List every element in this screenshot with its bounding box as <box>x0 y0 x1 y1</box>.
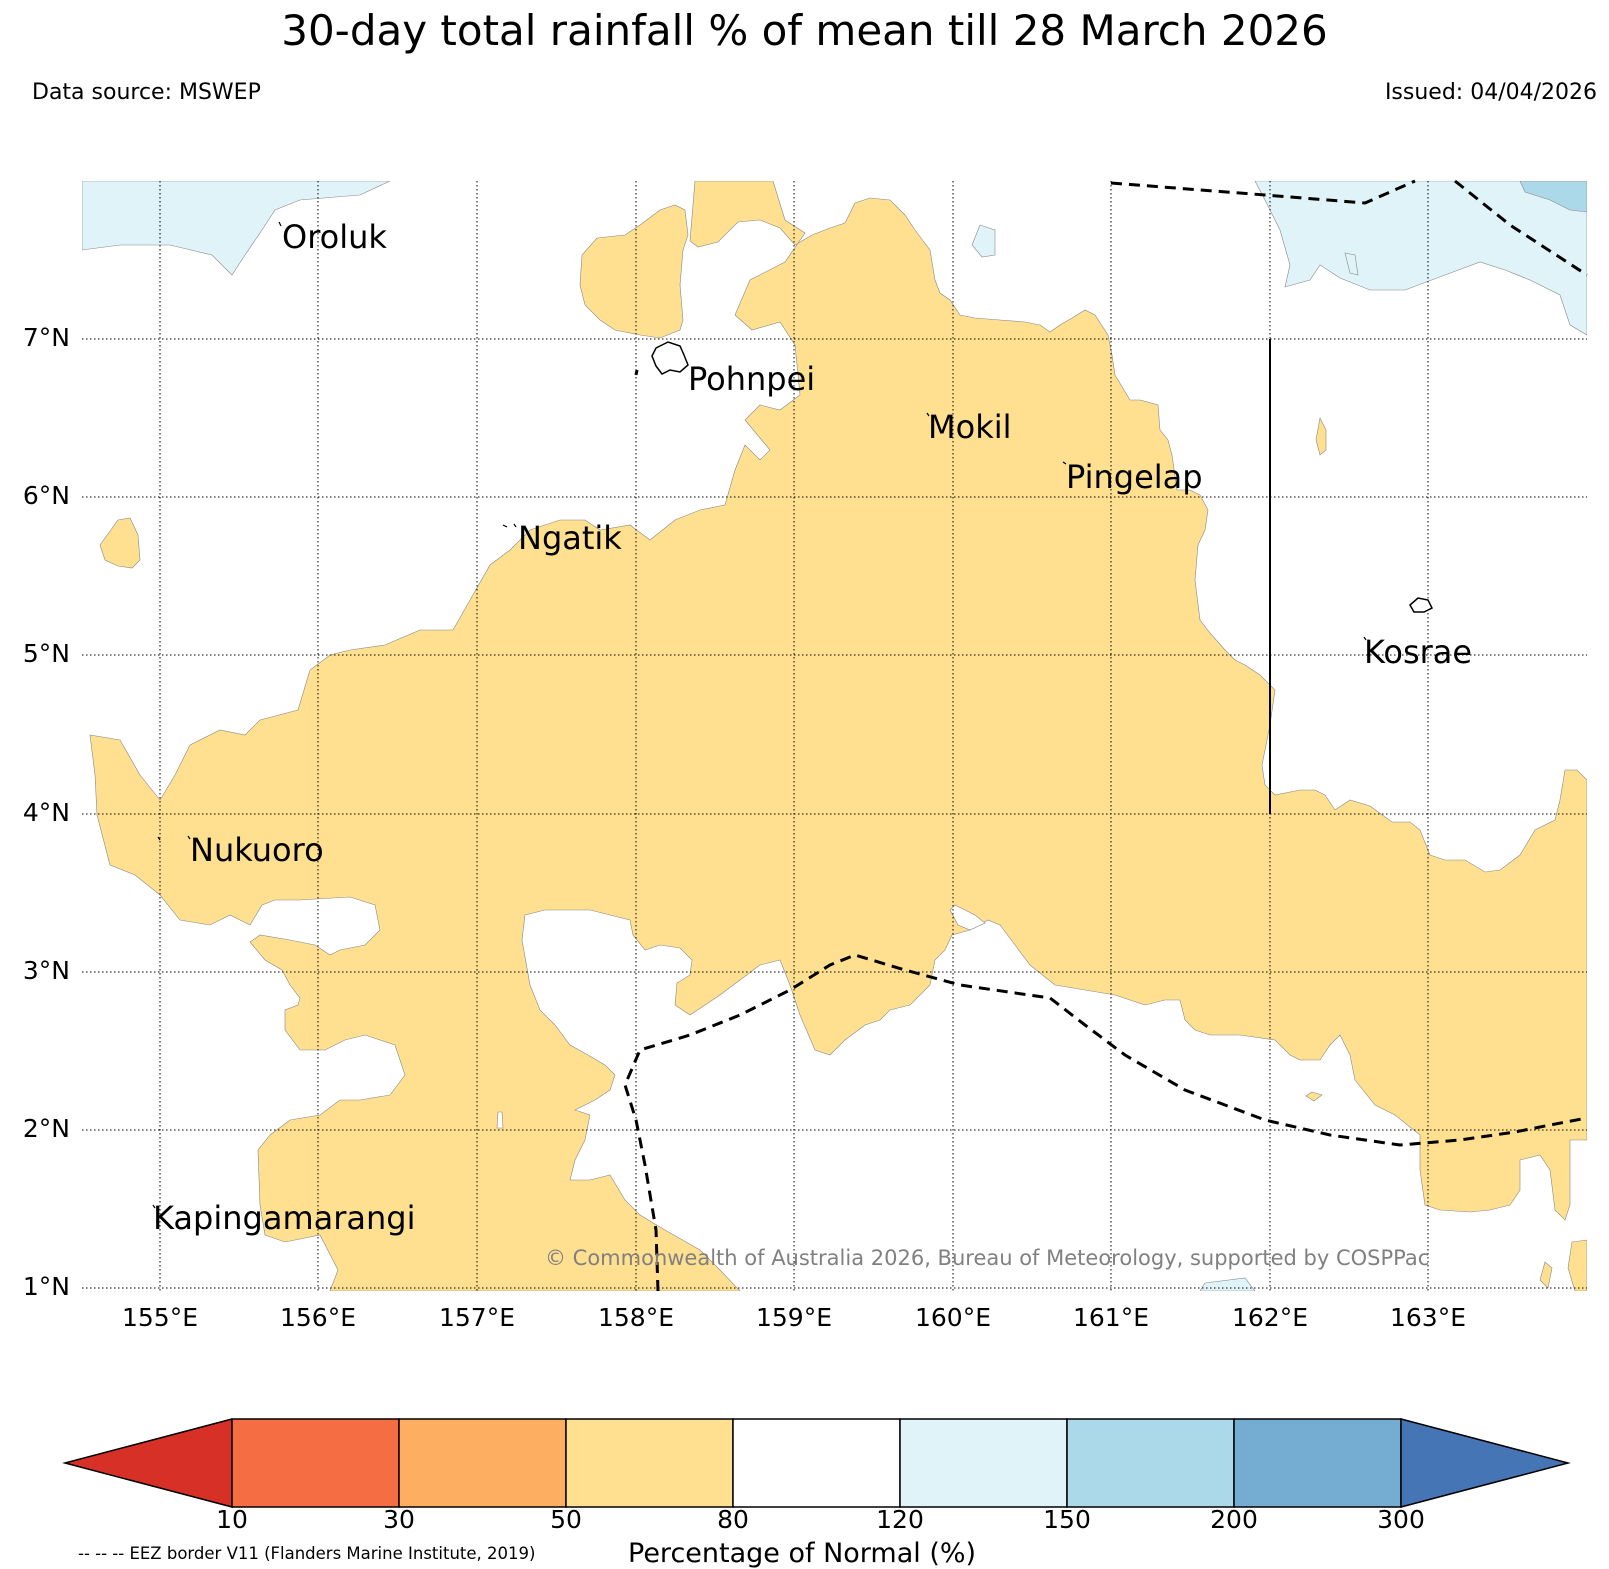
colorbar-tick: 300 <box>1377 1505 1425 1534</box>
colorbar-tick: 50 <box>550 1505 582 1534</box>
lon-tick: 156°E <box>279 1303 356 1332</box>
colorbar-tick: 80 <box>717 1505 749 1534</box>
normal-region-hole2 <box>496 1111 504 1129</box>
eez-legend-note: -- -- -- EEZ border V11 (Flanders Marine… <box>78 1544 536 1563</box>
data-source: Data source: MSWEP <box>32 80 261 105</box>
colorbar-extend-low <box>62 1418 233 1508</box>
lat-tick: 5°N <box>22 639 70 668</box>
place-label-pingelap: Pingelap <box>1066 458 1203 496</box>
issued-date: Issued: 04/04/2026 <box>1384 80 1597 105</box>
lon-tick: 160°E <box>914 1303 991 1332</box>
below-normal-region-e2 <box>1305 1091 1323 1102</box>
colorbar-label: Percentage of Normal (%) <box>628 1538 977 1569</box>
colorbar-tick: 150 <box>1043 1505 1091 1534</box>
kosrae-island-outline <box>1409 597 1434 613</box>
map-title: 30-day total rainfall % of mean till 28 … <box>281 6 1328 55</box>
colorbar-bin-200-300 <box>1233 1418 1402 1508</box>
lat-tick: 4°N <box>22 798 70 827</box>
copyright-notice: © Commonwealth of Australia 2026, Bureau… <box>545 1246 1430 1270</box>
colorbar-bin-150-200 <box>1066 1418 1235 1508</box>
below-normal-region-se <box>1567 1239 1587 1291</box>
above-normal-region-tiny <box>1344 252 1359 276</box>
below-normal-region-se2 <box>1539 1261 1553 1289</box>
above-normal-region-south <box>1199 1277 1256 1291</box>
place-label-nukuoro: Nukuoro <box>190 831 324 869</box>
colorbar-bin-120-150 <box>899 1418 1068 1508</box>
place-label-oroluk: Oroluk <box>282 218 387 256</box>
colorbar-tick: 120 <box>876 1505 924 1534</box>
place-label-mokil: Mokil <box>928 408 1012 446</box>
colorbar-bin-80-120 <box>732 1418 901 1508</box>
above-normal-region-nw <box>82 181 391 276</box>
place-label-kapingamarangi: Kapingamarangi <box>153 1199 416 1237</box>
lon-tick: 161°E <box>1072 1303 1149 1332</box>
above-normal-region-ne2 <box>1519 181 1587 213</box>
lat-tick: 3°N <box>22 956 70 985</box>
colorbar-bin-10-30 <box>231 1418 400 1508</box>
colorbar-tick: 10 <box>216 1505 248 1534</box>
gridlines <box>82 181 1587 1291</box>
colorbar <box>62 1418 1571 1508</box>
lat-tick: 6°N <box>22 481 70 510</box>
colorbar-tick: 30 <box>383 1505 415 1534</box>
lon-tick: 157°E <box>438 1303 515 1332</box>
place-label-ngatik: Ngatik <box>518 519 622 557</box>
lat-tick: 1°N <box>22 1272 70 1301</box>
atoll-markers <box>152 221 1367 1209</box>
place-label-kosrae: Kosrae <box>1364 633 1473 671</box>
lon-tick: 155°E <box>121 1303 198 1332</box>
lon-tick: 158°E <box>597 1303 674 1332</box>
colorbar-bin-50-80 <box>565 1418 734 1508</box>
colorbar-tick: 200 <box>1210 1505 1258 1534</box>
lat-tick: 7°N <box>22 323 70 352</box>
lon-tick: 162°E <box>1231 1303 1308 1332</box>
colorbar-bin-30-50 <box>398 1418 567 1508</box>
lat-tick: 2°N <box>22 1114 70 1143</box>
place-label-pohnpei: Pohnpei <box>688 360 816 398</box>
below-normal-region-pohnpei-north <box>579 204 689 339</box>
lon-tick: 163°E <box>1389 1303 1466 1332</box>
normal-region-hole <box>949 904 986 931</box>
pohnpei-island-outline <box>651 341 689 375</box>
colorbar-extend-high <box>1400 1418 1571 1508</box>
above-normal-region-small <box>971 224 996 258</box>
eez-borders <box>623 179 1588 1292</box>
below-normal-region-e <box>1315 417 1327 456</box>
lon-tick: 159°E <box>755 1303 832 1332</box>
below-normal-region-west <box>99 517 141 569</box>
